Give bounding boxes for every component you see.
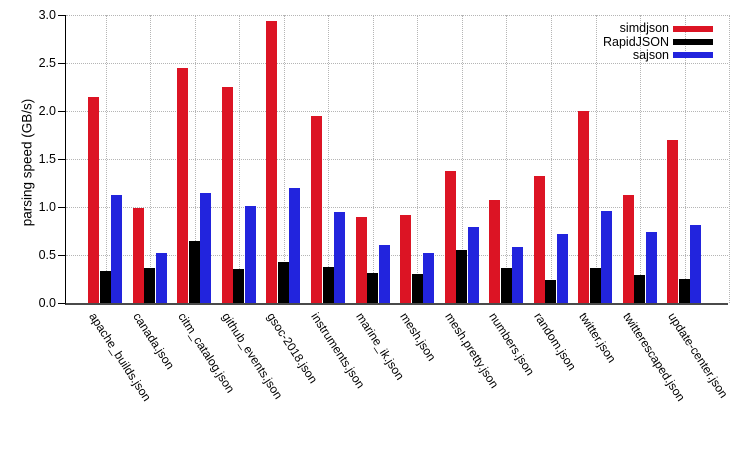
- x-gridline: [194, 15, 196, 303]
- legend-label-RapidJSON: RapidJSON: [603, 34, 669, 49]
- bar-RapidJSON-mesh.json: [411, 274, 423, 303]
- bar-RapidJSON-twitterescaped.json: [634, 275, 646, 303]
- x-gridline: [283, 15, 285, 303]
- x-gridline: [640, 15, 642, 303]
- bar-sajson-gsoc-2018.json: [289, 187, 301, 303]
- legend-row-RapidJSON: RapidJSON: [603, 35, 713, 48]
- bar-simdjson-canada.json: [132, 207, 144, 303]
- y-tick-label: 1.0: [38, 200, 56, 214]
- bar-sajson-twitter.json: [601, 210, 613, 303]
- y-gridline: [66, 111, 728, 112]
- x-gridline: [150, 15, 152, 303]
- y-tick-label: 3.0: [38, 8, 56, 22]
- bar-sajson-numbers.json: [512, 247, 524, 303]
- x-gridline: [417, 15, 419, 303]
- legend-label-sajson: sajson: [632, 47, 669, 62]
- x-gridline: [328, 15, 330, 303]
- bar-simdjson-citm_catalog.json: [177, 67, 189, 303]
- bar-sajson-instruments.json: [334, 211, 345, 303]
- y-tick-mark: [58, 111, 65, 112]
- bar-simdjson-apache_builds.json: [88, 96, 100, 303]
- bar-RapidJSON-numbers.json: [500, 268, 512, 303]
- x-gridline: [372, 15, 374, 303]
- y-gridline: [66, 207, 728, 208]
- x-tick-label: twitter.json: [575, 310, 619, 366]
- bar-RapidJSON-github_events.json: [233, 269, 245, 303]
- bar-simdjson-update-center.json: [667, 139, 679, 303]
- bar-simdjson-gsoc-2018.json: [266, 20, 278, 303]
- bar-RapidJSON-apache_builds.json: [99, 271, 111, 303]
- x-gridline: [105, 15, 107, 303]
- bar-RapidJSON-citm_catalog.json: [188, 240, 200, 303]
- y-tick-mark: [58, 63, 65, 64]
- bar-simdjson-instruments.json: [311, 115, 322, 303]
- bar-simdjson-numbers.json: [489, 200, 501, 303]
- bar-sajson-citm_catalog.json: [200, 192, 212, 303]
- y-tick-label: 0.0: [38, 296, 56, 310]
- x-gridline: [506, 15, 508, 303]
- x-tick-label: numbers.json: [486, 310, 538, 379]
- bar-RapidJSON-canada.json: [144, 268, 156, 303]
- x-tick-label: random.json: [531, 310, 579, 374]
- bar-simdjson-twitterescaped.json: [622, 195, 634, 303]
- y-tick-label: 2.0: [38, 104, 56, 118]
- y-tick-mark: [58, 159, 65, 160]
- legend-swatch-sajson: [673, 52, 713, 59]
- y-tick-label: 2.5: [38, 56, 56, 70]
- bar-sajson-random.json: [556, 233, 568, 303]
- x-gridline: [551, 15, 552, 303]
- bar-sajson-marine_ik.json: [378, 245, 390, 303]
- legend-swatch-RapidJSON: [673, 39, 713, 46]
- bar-sajson-twitterescaped.json: [645, 231, 657, 303]
- bar-simdjson-mesh.json: [400, 214, 412, 303]
- x-gridline: [729, 15, 731, 303]
- y-gridline: [66, 159, 728, 160]
- y-tick-mark: [58, 207, 65, 208]
- bar-RapidJSON-instruments.json: [322, 266, 334, 303]
- x-tick-label: mesh.json: [397, 310, 440, 364]
- legend-row-simdjson: simdjson: [603, 22, 713, 35]
- bar-simdjson-marine_ik.json: [355, 216, 367, 303]
- legend-swatch-simdjson: [673, 25, 713, 32]
- x-gridline: [595, 15, 597, 303]
- y-tick-mark: [58, 303, 65, 304]
- bar-simdjson-random.json: [533, 176, 545, 303]
- legend-row-sajson: sajson: [603, 47, 713, 62]
- bar-simdjson-mesh.pretty.json: [444, 171, 456, 303]
- plot-area: [65, 15, 731, 305]
- bar-sajson-apache_builds.json: [111, 195, 123, 303]
- y-tick-label: 0.5: [38, 248, 56, 262]
- x-gridline: [684, 15, 686, 303]
- bar-sajson-github_events.json: [244, 206, 256, 303]
- y-tick-mark: [58, 15, 65, 16]
- x-tick-label: canada.json: [130, 310, 178, 372]
- bar-simdjson-twitter.json: [578, 111, 590, 303]
- legend: simdjson RapidJSON sajson: [603, 22, 713, 62]
- x-gridline: [461, 15, 463, 303]
- x-gridline: [239, 15, 241, 303]
- bar-sajson-canada.json: [155, 253, 167, 303]
- bar-RapidJSON-random.json: [545, 279, 557, 303]
- bar-simdjson-github_events.json: [221, 87, 233, 303]
- y-tick-label: 1.5: [38, 152, 56, 166]
- bar-sajson-mesh.pretty.json: [467, 227, 479, 303]
- bar-sajson-mesh.json: [423, 253, 435, 303]
- bar-RapidJSON-gsoc-2018.json: [277, 261, 289, 303]
- y-gridline: [66, 63, 728, 64]
- bar-sajson-update-center.json: [690, 225, 702, 303]
- y-tick-mark: [58, 255, 65, 256]
- bar-RapidJSON-mesh.pretty.json: [456, 250, 468, 303]
- bar-RapidJSON-update-center.json: [678, 279, 690, 303]
- bar-RapidJSON-twitter.json: [589, 268, 601, 303]
- y-gridline: [66, 255, 728, 256]
- bar-RapidJSON-marine_ik.json: [367, 273, 379, 303]
- y-gridline: [66, 15, 728, 16]
- legend-label-simdjson: simdjson: [619, 21, 669, 36]
